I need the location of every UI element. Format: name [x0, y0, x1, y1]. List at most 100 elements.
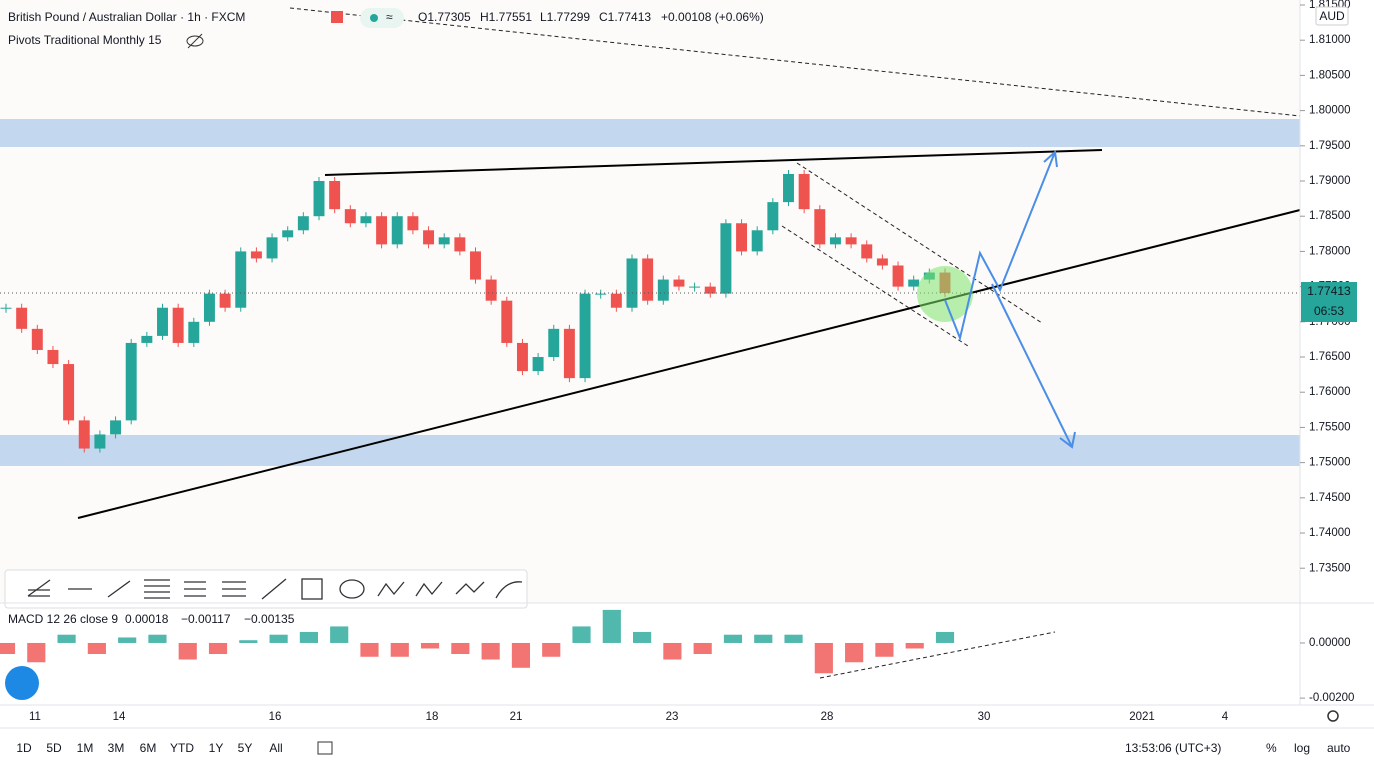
last-price: 1.77413: [1307, 284, 1351, 298]
ohlc-high: H1.77551: [480, 10, 532, 24]
candle: [407, 216, 419, 231]
projection: [944, 149, 1076, 449]
macd-bar: [27, 642, 46, 663]
candle: [47, 349, 59, 365]
y-tick-label: 1.74000: [1309, 527, 1351, 539]
y-tick-label: 1.81500: [1309, 0, 1351, 11]
tool-icon[interactable]: [301, 578, 323, 600]
drawing-toolbar: [4, 569, 528, 609]
candle: [861, 244, 873, 259]
candle: [642, 258, 654, 301]
macd-hist: 0.00018: [125, 612, 169, 626]
tool-icon[interactable]: [455, 581, 485, 595]
y-tick-label: 1.75000: [1309, 457, 1351, 469]
tool-icon[interactable]: [377, 581, 405, 597]
macd-bar: [481, 642, 500, 660]
candle: [579, 293, 591, 379]
countdown: 06:53: [1314, 304, 1344, 318]
date-range-icon[interactable]: [317, 741, 333, 755]
tool-icon[interactable]: [415, 581, 443, 597]
tool-icon[interactable]: [222, 581, 246, 597]
clock[interactable]: 13:53:06 (UTC+3): [1125, 741, 1221, 755]
symbol[interactable]: British Pound / Australian Dollar · 1h ·…: [8, 10, 245, 24]
trendline: [77, 209, 1301, 519]
last-price-badge: [1301, 282, 1357, 302]
macd-bar: [814, 642, 833, 674]
tool-icon[interactable]: [107, 580, 131, 598]
y-tick-label: 1.74500: [1309, 492, 1351, 504]
candles: [0, 169, 951, 453]
currency-badge[interactable]: [1315, 6, 1349, 26]
candle: [454, 237, 466, 252]
tool-icon[interactable]: [144, 579, 170, 599]
macd-bar: [118, 637, 137, 643]
candle: [751, 230, 763, 252]
candle: [125, 342, 137, 421]
range-button[interactable]: 6M: [140, 741, 157, 755]
range-button[interactable]: 1Y: [209, 741, 224, 755]
auto-toggle[interactable]: auto: [1327, 741, 1351, 755]
range-button[interactable]: 1M: [77, 741, 94, 755]
x-tick-label: 11: [29, 711, 41, 723]
highlight-circle: [917, 266, 973, 322]
range-button[interactable]: 5Y: [238, 741, 253, 755]
status-icon: ≈: [386, 10, 393, 24]
support-zone: [0, 435, 1300, 466]
ohlc-change: +0.00108 (+0.06%): [661, 10, 764, 24]
candle: [188, 321, 200, 343]
macd-bar: [723, 634, 743, 643]
candle: [689, 286, 701, 288]
candle: [141, 335, 153, 343]
macd-label: MACD 12 26 close 9: [8, 612, 118, 626]
hide-icon[interactable]: [186, 33, 204, 49]
candle: [798, 173, 810, 210]
candle: [673, 279, 685, 287]
x-tick-label: 16: [269, 711, 282, 723]
flag[interactable]: [331, 11, 343, 23]
tool-icon[interactable]: [27, 579, 51, 597]
macd-bar: [148, 634, 167, 643]
tool-icon[interactable]: [261, 578, 287, 600]
candle: [172, 307, 184, 343]
candle: [626, 258, 638, 308]
candle: [876, 258, 888, 266]
candle: [610, 293, 622, 308]
tool-icon[interactable]: [495, 581, 523, 599]
y-tick-label: 1.76500: [1309, 351, 1351, 363]
x-tick-label: 14: [113, 711, 126, 723]
logo[interactable]: [5, 666, 39, 700]
percent-toggle[interactable]: %: [1266, 741, 1277, 755]
tool-icon[interactable]: [339, 579, 365, 599]
macd-bar: [208, 642, 228, 654]
x-tick-label: 21: [510, 711, 523, 723]
range-button[interactable]: 3M: [108, 741, 125, 755]
log-toggle[interactable]: log: [1294, 741, 1310, 755]
indicator-label[interactable]: Pivots Traditional Monthly 15: [8, 33, 162, 47]
candle: [532, 357, 544, 372]
x-tick-label: 28: [821, 711, 834, 723]
candle: [313, 181, 325, 217]
candle: [563, 328, 575, 379]
candle: [376, 216, 388, 245]
dashed-trendline: [289, 7, 1301, 117]
macd-bar: [784, 634, 803, 643]
candle: [783, 173, 794, 203]
macd-bar: [542, 642, 561, 657]
settings-icon[interactable]: [1327, 710, 1339, 722]
y-tick-label: 1.78000: [1309, 245, 1351, 257]
range-button[interactable]: 5D: [46, 741, 62, 755]
macd-histogram: [0, 609, 955, 674]
candle: [845, 237, 857, 245]
candle: [329, 181, 341, 210]
range-button[interactable]: 1D: [16, 741, 32, 755]
candle: [720, 223, 732, 294]
range-button[interactable]: All: [269, 741, 282, 755]
macd-bar: [390, 642, 409, 657]
tool-icon[interactable]: [184, 581, 206, 597]
candle: [657, 279, 669, 301]
macd-bar: [572, 626, 591, 643]
range-button[interactable]: YTD: [170, 741, 194, 755]
macd-bar: [178, 642, 197, 660]
ohlc-low: L1.77299: [540, 10, 590, 24]
status-pill[interactable]: [360, 8, 404, 28]
